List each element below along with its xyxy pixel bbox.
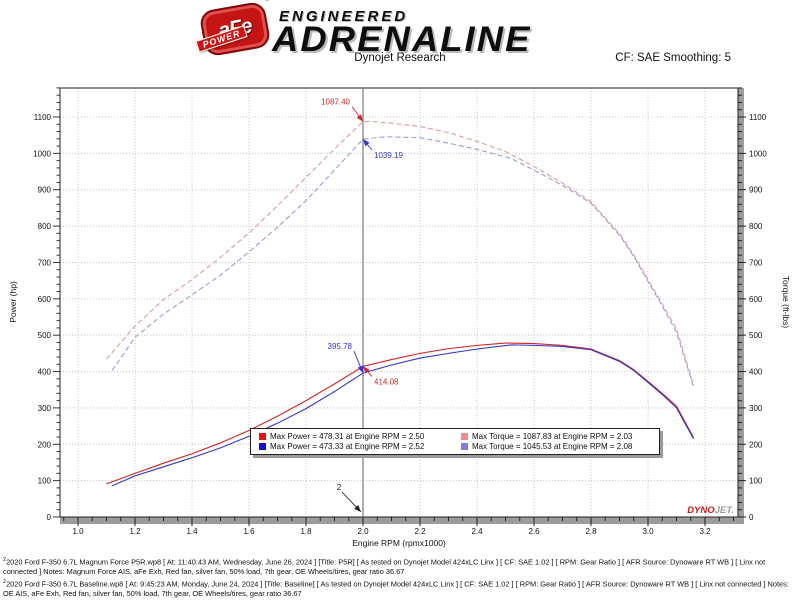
value-annotation: 1039.19 — [374, 151, 403, 160]
left-axis-tick-label: 400 — [38, 368, 52, 377]
legend-swatch-power-p5r — [259, 433, 266, 440]
run-marker: 2 — [3, 557, 7, 563]
right-axis-tick-label: 800 — [749, 222, 763, 231]
legend-label: Max Power = 478.31 at Engine RPM = 2.50 — [270, 432, 425, 441]
x-axis-tick-label: 2.6 — [528, 527, 540, 536]
legend-swatch-power-baseline — [259, 443, 266, 450]
curve-baseline-power-hp- — [111, 344, 695, 487]
legend-label: Max Torque = 1045.53 at Engine RPM = 2.0… — [471, 442, 633, 451]
annotation-arrowhead — [356, 114, 363, 122]
left-axis-tick-label: 0 — [47, 513, 52, 522]
run-info-footer: 22020 Ford F-350 6.7L Magnum Force P5R.w… — [3, 556, 797, 599]
y-axis-title-right: Torque (ft-lbs) — [781, 276, 791, 329]
x-axis-title: Engine RPM (rpmx1000) — [352, 538, 446, 548]
run-info-text: 2020 Ford F-350 6.7L Magnum Force P5R.wp… — [3, 557, 766, 577]
x-axis-tick-label: 1.8 — [300, 527, 312, 536]
y-axis-title-left: Power (hp) — [8, 281, 18, 323]
value-annotation: 395.78 — [328, 342, 353, 351]
left-axis-tick-label: 300 — [38, 404, 52, 413]
run-marker: 2 — [3, 578, 7, 585]
x-axis-tick-label: 1.6 — [243, 527, 255, 536]
left-axis-tick-label: 700 — [38, 258, 52, 267]
legend-swatch-torque-p5r — [460, 433, 468, 440]
right-axis-tick-label: 200 — [749, 440, 763, 449]
legend-item: Max Torque = 1087.83 at Engine RPM = 2.0… — [460, 432, 651, 441]
dynojet-watermark: DYNOJET. — [687, 505, 734, 516]
annotation-arrowhead — [363, 366, 370, 374]
x-axis-tick-label: 2.0 — [357, 527, 369, 536]
x-axis-tick-label: 2.4 — [471, 527, 483, 536]
annotation-arrowhead — [354, 504, 361, 512]
left-axis-tick-label: 500 — [38, 331, 52, 340]
legend-item: Max Torque = 1045.53 at Engine RPM = 2.0… — [460, 442, 651, 451]
left-axis-tick-label: 800 — [38, 222, 52, 231]
left-axis-tick-label: 900 — [38, 186, 52, 195]
left-axis-tick-label: 100 — [38, 477, 52, 486]
x-axis-tick-label: 1.2 — [129, 527, 141, 536]
legend-item: Max Power = 478.31 at Engine RPM = 2.50 — [259, 432, 443, 441]
right-axis-tick-label: 1100 — [749, 113, 767, 122]
right-axis-tick-label: 500 — [749, 331, 763, 340]
bottom-axis-band — [60, 517, 744, 524]
x-axis-tick-label: 1.4 — [186, 527, 198, 536]
right-axis-tick-label: 0 — [749, 513, 754, 522]
x-axis-tick-label: 2.8 — [585, 527, 597, 536]
adrenaline-wordmark: ADRENALINE — [272, 20, 532, 59]
legend-label: Max Power = 473.33 at Engine RPM = 2.52 — [270, 442, 425, 451]
value-annotation: 1087.40 — [321, 98, 350, 107]
page-title: Dynojet Research — [354, 52, 446, 64]
curve-p5r-power-hp- — [106, 342, 695, 485]
curve-baseline-torque-ft-lbs- — [111, 136, 695, 388]
left-axis-tick-label: 600 — [38, 295, 52, 304]
x-axis-tick-label: 3.0 — [642, 527, 654, 536]
right-axis-tick-label: 900 — [749, 186, 763, 195]
right-axis-tick-label: 600 — [749, 295, 763, 304]
annotation-arrowhead — [357, 365, 363, 374]
cursor-rpm-label: 2 — [337, 483, 342, 492]
legend-label: Max Torque = 1087.83 at Engine RPM = 2.0… — [471, 432, 633, 441]
value-annotation: 414.08 — [374, 377, 399, 386]
left-axis-tick-label: 1100 — [34, 113, 52, 122]
legend-item: Max Power = 473.33 at Engine RPM = 2.52 — [259, 442, 443, 451]
x-axis-tick-label: 1.0 — [72, 527, 84, 536]
engineered-wordmark: ENGINEERED — [279, 8, 409, 25]
chart-legend: Max Power = 478.31 at Engine RPM = 2.50 … — [250, 428, 660, 455]
run-info-line: 22020 Ford F-350 6.7L Magnum Force P5R.w… — [3, 556, 797, 577]
run-info-line: 22020 Ford F-350 6.7L Baseline.wp8 [ At:… — [3, 578, 797, 599]
plot-border — [59, 87, 739, 518]
legend-swatch-torque-baseline — [460, 443, 468, 450]
x-axis-tick-label: 2.2 — [414, 527, 426, 536]
annotation-arrowhead — [363, 139, 370, 147]
x-axis-tick-label: 3.2 — [699, 527, 711, 536]
run-info-text: 2020 Ford F-350 6.7L Baseline.wp8 [ At: … — [3, 579, 789, 598]
curve-p5r-torque-ft-lbs- — [106, 120, 695, 386]
left-axis-tick-label: 1000 — [33, 149, 51, 158]
right-axis-tick-label: 100 — [749, 477, 763, 486]
left-axis-tick-label: 200 — [38, 440, 52, 449]
right-axis-tick-label: 700 — [749, 258, 763, 267]
right-axis-tick-label: 1000 — [749, 149, 767, 158]
right-axis-tick-label: 400 — [749, 368, 763, 377]
right-axis-tick-label: 300 — [749, 404, 763, 413]
cf-smoothing-label: CF: SAE Smoothing: 5 — [615, 52, 731, 64]
